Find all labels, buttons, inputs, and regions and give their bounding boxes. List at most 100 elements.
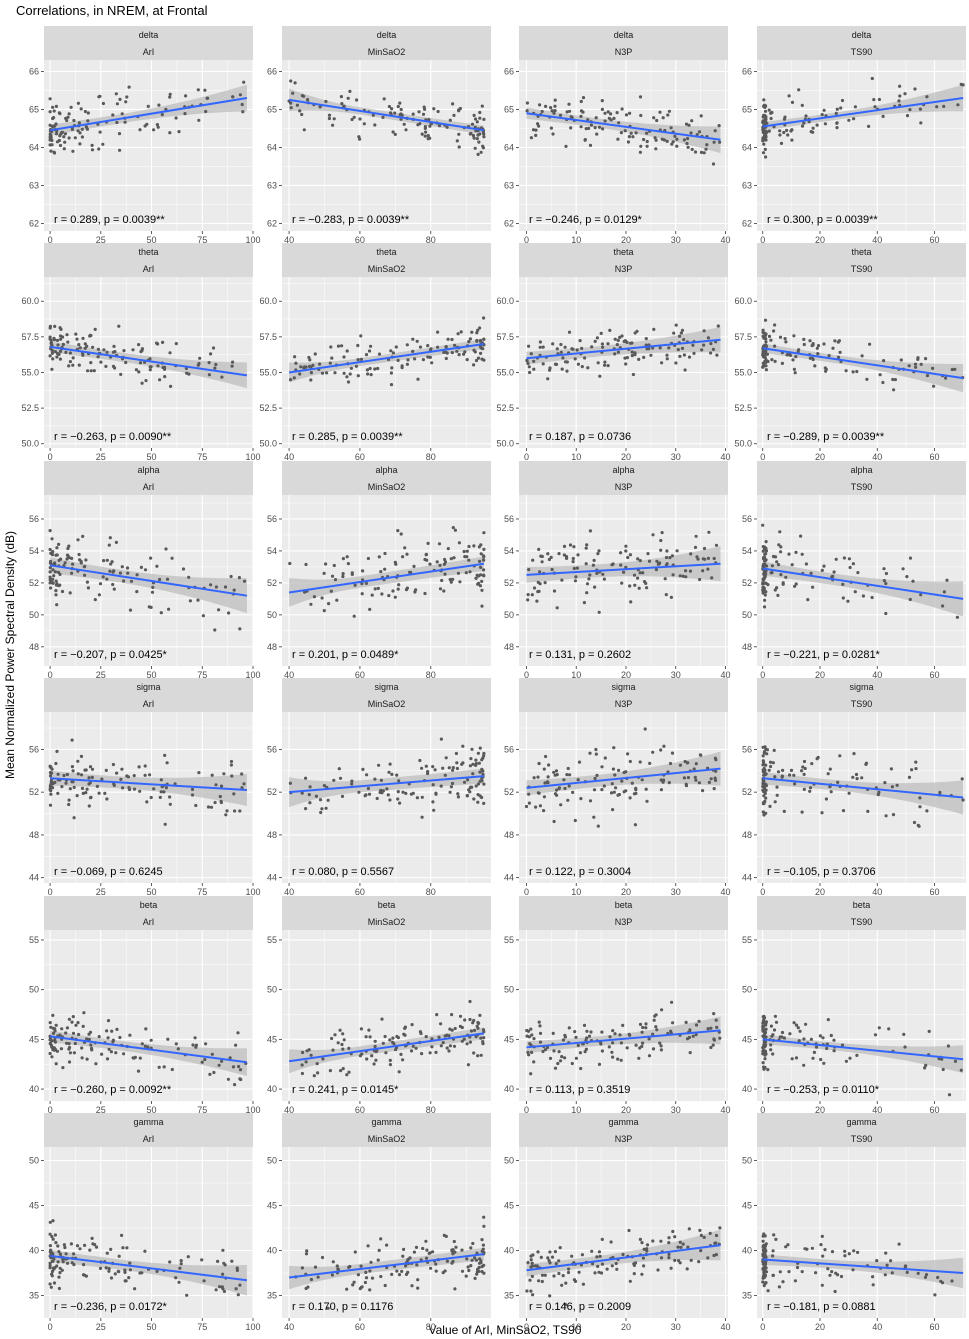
data-point [572, 545, 576, 549]
tick-label-y: 40 [29, 1246, 39, 1256]
data-point [665, 139, 669, 143]
data-point [688, 1028, 692, 1032]
data-point [465, 1257, 469, 1261]
tick-label-y: 50 [267, 1156, 277, 1166]
data-point [75, 1244, 80, 1248]
data-point [238, 809, 242, 813]
data-point [345, 375, 349, 379]
data-point [537, 124, 541, 128]
data-point [418, 345, 423, 349]
data-point [467, 544, 471, 549]
data-point [347, 1046, 351, 1050]
data-point [761, 810, 765, 814]
tick-label-y: 40 [742, 1084, 752, 1094]
data-point [89, 369, 93, 373]
data-point [341, 1067, 345, 1071]
data-point [587, 126, 591, 130]
data-point [593, 339, 597, 343]
data-point [128, 1261, 132, 1265]
data-point [531, 558, 535, 562]
data-point [532, 776, 536, 780]
data-point [341, 572, 345, 576]
tick-label-y: 52.5 [734, 403, 752, 413]
data-point [220, 1285, 224, 1289]
data-point [438, 587, 443, 591]
tick-label-x: 75 [197, 452, 207, 462]
data-point [560, 1283, 564, 1287]
data-point [665, 353, 669, 357]
data-point [357, 135, 361, 139]
data-point [219, 800, 223, 805]
data-point [825, 1046, 829, 1051]
data-point [438, 563, 442, 568]
data-point [810, 762, 814, 766]
data-point [479, 1259, 483, 1263]
tick-label-x: 60 [355, 235, 365, 245]
data-point [884, 814, 888, 818]
tick-label-y: 45 [742, 1201, 752, 1211]
data-point [619, 551, 623, 555]
regression-line [49, 97, 248, 132]
data-point [52, 116, 56, 120]
data-point [122, 579, 126, 583]
data-point [233, 809, 237, 813]
data-point [687, 355, 692, 359]
data-point [645, 144, 649, 148]
data-point [940, 1281, 945, 1285]
data-point [359, 1285, 363, 1289]
data-point [828, 785, 832, 789]
data-point [236, 1293, 240, 1297]
data-point [335, 598, 339, 602]
data-point [67, 112, 71, 116]
data-point [223, 1263, 227, 1267]
regression-line [49, 345, 248, 377]
data-point [616, 1057, 620, 1061]
data-point [652, 327, 656, 331]
data-point [475, 573, 479, 577]
data-point [468, 999, 472, 1004]
data-point [365, 773, 369, 777]
data-point [69, 1242, 73, 1246]
data-point [49, 1285, 53, 1289]
data-point [416, 377, 420, 381]
data-point [103, 791, 107, 796]
data-point [611, 767, 616, 771]
tick-label-y: 63 [504, 180, 514, 190]
tick-label-x: 40 [284, 670, 294, 680]
tick-label-y: 64 [267, 142, 277, 152]
data-point [367, 349, 372, 353]
data-point [307, 793, 311, 797]
tick-label-y: 64 [29, 142, 39, 152]
data-point [682, 138, 687, 142]
data-point [401, 555, 405, 559]
data-point [800, 1270, 804, 1274]
data-point [682, 776, 687, 780]
data-point [616, 350, 621, 354]
data-point [641, 1256, 646, 1260]
strip-band-label: gamma [846, 1117, 876, 1127]
tick-label-y: 48 [29, 830, 39, 840]
data-point [126, 775, 130, 779]
data-point [90, 148, 95, 152]
correlation-stat-label: r = −0.236, p = 0.0172* [54, 1301, 168, 1313]
data-point [157, 103, 161, 107]
tick-label-y: 52 [742, 787, 752, 797]
data-point [699, 150, 704, 154]
data-point [960, 777, 964, 781]
data-point [432, 808, 436, 812]
tick-label-x: 60 [929, 452, 939, 462]
data-point [168, 92, 172, 96]
data-point [567, 1267, 571, 1271]
data-point [71, 769, 75, 773]
data-point [356, 358, 360, 362]
data-point [541, 345, 545, 349]
correlation-stat-label: r = −0.289, p = 0.0039** [767, 431, 885, 443]
data-point [65, 1041, 69, 1045]
tick-label-x: 60 [355, 887, 365, 897]
data-point [797, 88, 801, 92]
confidence-band [289, 339, 484, 383]
